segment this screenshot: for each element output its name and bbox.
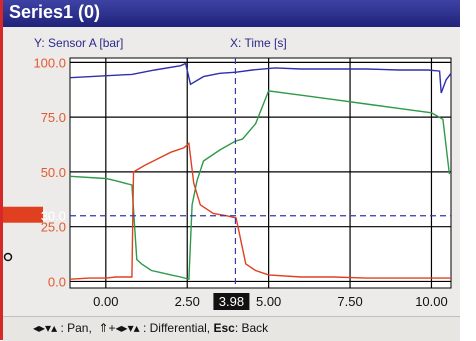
- back-hint: : Back: [234, 321, 269, 335]
- y-tick-label: 100.0: [33, 55, 66, 70]
- window-title: Series1 (0): [9, 2, 101, 22]
- pan-hint: : Pan,: [60, 321, 92, 335]
- y-readout-value: 30.0: [41, 209, 66, 224]
- y-readout-box: [3, 206, 43, 223]
- series-layer: [69, 62, 452, 281]
- grid: [69, 57, 452, 289]
- y-tick-label: 50.0: [41, 165, 66, 180]
- graph-window: Series1 (0) Y: Sensor A [bar] X: Time [s…: [0, 0, 460, 341]
- y-tick-label: 0.0: [48, 274, 66, 289]
- x-tick-label: 0.00: [93, 294, 118, 309]
- right-margin: [460, 0, 476, 340]
- x-tick-label: 7.50: [337, 294, 362, 309]
- status-bar: ◂▸▾▴ : Pan, ⇑+◂▸▾▴ : Differential, Esc: …: [3, 316, 460, 341]
- differential-keys-icon: ⇑+◂▸▾▴: [98, 321, 140, 335]
- x-axis-caption: X: Time [s]: [230, 36, 287, 50]
- pan-keys-icon: ◂▸▾▴: [33, 321, 58, 335]
- y-tick-label: 75.0: [41, 110, 66, 125]
- title-bar[interactable]: Series1 (0): [3, 0, 460, 27]
- window-left-border: [0, 0, 3, 340]
- chart-area[interactable]: 3.98 30.0 100.0 75.0 50.0 25.0 0.0 0.00 2.50 5.0…: [0, 0, 460, 316]
- x-tick-label: 2.50: [175, 294, 200, 309]
- x-readout-box: [213, 293, 250, 310]
- plot-background: [69, 57, 452, 289]
- series-line-3: [69, 141, 451, 280]
- y-axis-caption: Y: Sensor A [bar]: [34, 36, 124, 50]
- y-tick-label: 25.0: [41, 220, 66, 235]
- cursor-layer[interactable]: 3.98 30.0: [3, 58, 451, 310]
- esc-key: Esc: [213, 321, 235, 335]
- series-line-1: [69, 62, 452, 94]
- x-tick-label: 5.00: [256, 294, 281, 309]
- tick-layer: 100.0 75.0 50.0 25.0 0.0 0.00 2.50 5.00 7.50 10.0…: [33, 55, 447, 309]
- marker-circle-icon: [3, 252, 13, 262]
- differential-hint: : Differential,: [142, 321, 211, 335]
- x-tick-label: 10.00: [415, 294, 448, 309]
- x-readout-value: 3.98: [219, 294, 244, 309]
- key-hints: ◂▸▾▴ : Pan, ⇑+◂▸▾▴ : Differential, Esc: …: [33, 321, 268, 335]
